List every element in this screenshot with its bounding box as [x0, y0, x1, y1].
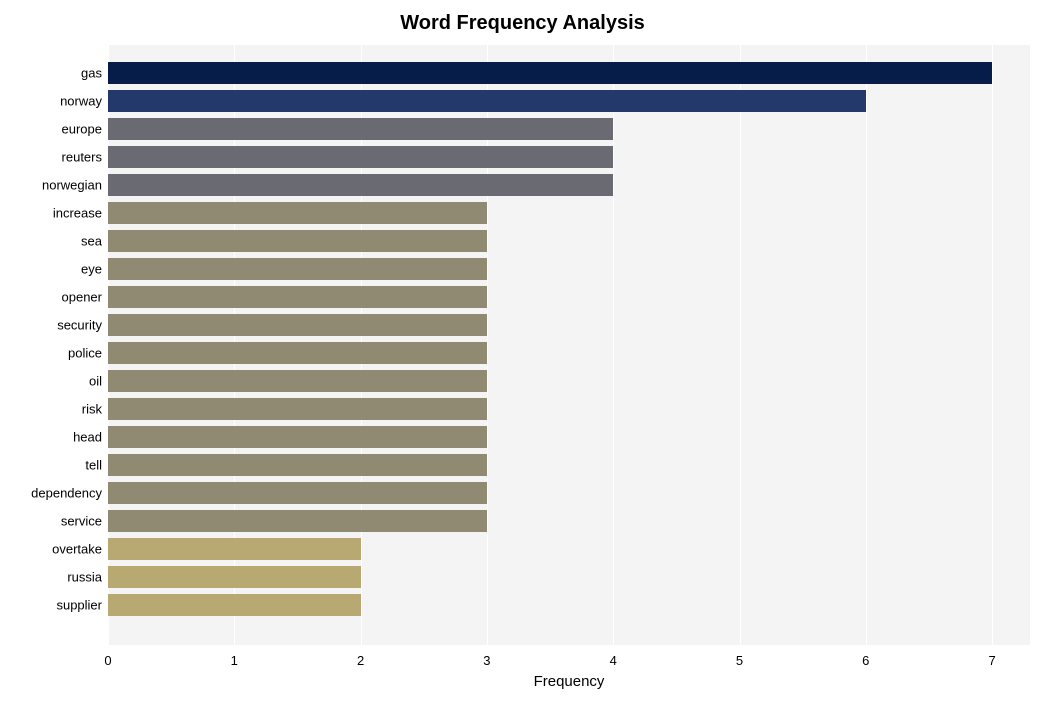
- y-tick-label: increase: [53, 206, 108, 221]
- y-tick-label: norwegian: [42, 178, 108, 193]
- bar: [108, 510, 487, 533]
- x-tick-label: 0: [104, 645, 111, 668]
- bar: [108, 342, 487, 365]
- bar: [108, 398, 487, 421]
- x-axis-title: Frequency: [534, 673, 605, 690]
- y-tick-label: sea: [81, 234, 108, 249]
- bar: [108, 286, 487, 309]
- bar: [108, 90, 866, 113]
- y-tick-label: opener: [62, 290, 108, 305]
- y-tick-label: oil: [89, 374, 108, 389]
- y-tick-label: europe: [62, 122, 108, 137]
- y-tick-label: supplier: [56, 598, 108, 613]
- x-tick-label: 1: [231, 645, 238, 668]
- x-tick-label: 2: [357, 645, 364, 668]
- y-tick-label: norway: [60, 94, 108, 109]
- bar: [108, 370, 487, 393]
- bar: [108, 146, 613, 169]
- grid-line: [613, 45, 614, 645]
- chart-container: Word Frequency Analysis 01234567gasnorwa…: [0, 0, 1045, 701]
- y-tick-label: reuters: [62, 150, 108, 165]
- grid-line: [740, 45, 741, 645]
- y-tick-label: head: [73, 430, 108, 445]
- grid-line: [866, 45, 867, 645]
- bar: [108, 454, 487, 477]
- bar: [108, 62, 992, 85]
- bar: [108, 118, 613, 141]
- y-tick-label: overtake: [52, 542, 108, 557]
- x-tick-label: 6: [862, 645, 869, 668]
- y-tick-label: dependency: [31, 486, 108, 501]
- bar: [108, 426, 487, 449]
- grid-line: [992, 45, 993, 645]
- y-tick-label: risk: [82, 402, 108, 417]
- y-tick-label: police: [68, 346, 108, 361]
- y-tick-label: security: [57, 318, 108, 333]
- chart-title: Word Frequency Analysis: [0, 0, 1045, 35]
- y-tick-label: russia: [67, 570, 108, 585]
- x-tick-label: 5: [736, 645, 743, 668]
- bar: [108, 538, 361, 561]
- x-tick-label: 4: [610, 645, 617, 668]
- x-tick-label: 3: [483, 645, 490, 668]
- bar: [108, 174, 613, 197]
- plot-area: 01234567gasnorwayeuropereutersnorwegiani…: [108, 45, 1030, 645]
- bar: [108, 202, 487, 225]
- y-tick-label: eye: [81, 262, 108, 277]
- bar: [108, 566, 361, 589]
- bar: [108, 230, 487, 253]
- y-tick-label: gas: [81, 66, 108, 81]
- y-tick-label: tell: [85, 458, 108, 473]
- y-tick-label: service: [61, 514, 108, 529]
- bar: [108, 482, 487, 505]
- x-tick-label: 7: [988, 645, 995, 668]
- bar: [108, 594, 361, 617]
- bar: [108, 314, 487, 337]
- bar: [108, 258, 487, 281]
